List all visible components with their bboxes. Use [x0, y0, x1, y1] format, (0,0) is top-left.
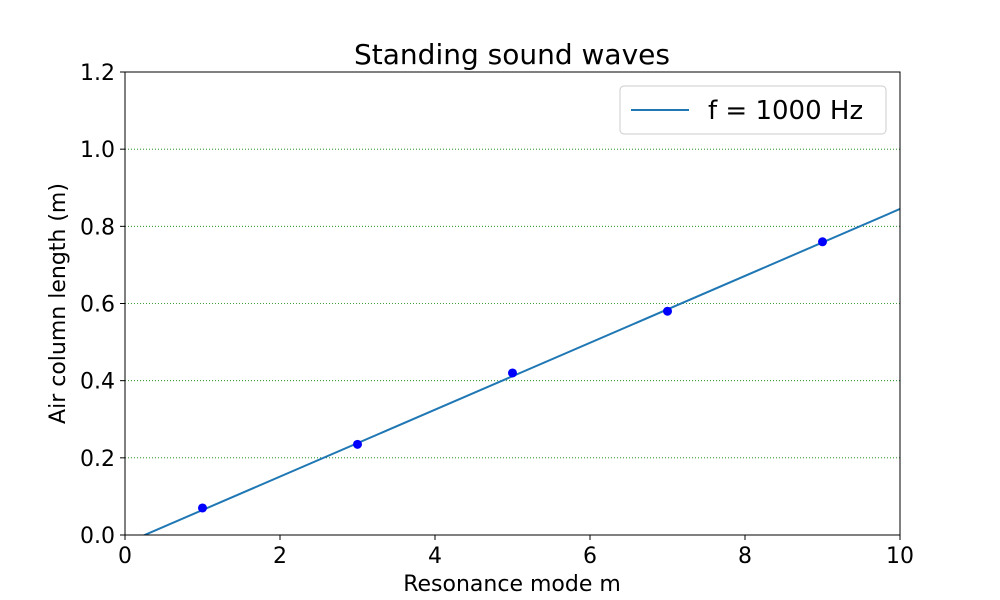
y-tick-label: 1.2: [80, 61, 115, 86]
y-tick-label: 0.2: [80, 447, 115, 472]
x-tick-label: 2: [273, 544, 287, 569]
data-point: [508, 368, 517, 378]
x-tick-label: 10: [886, 544, 914, 569]
x-tick-label: 4: [428, 544, 442, 569]
y-axis-label: Air column length (m): [46, 183, 71, 424]
data-point: [353, 439, 362, 449]
legend-label: f = 1000 Hz: [708, 96, 863, 126]
y-tick-label: 0.8: [80, 215, 115, 240]
y-axis-ticks: 0.0 0.2 0.4 0.6 0.8 1.0 1.2: [80, 61, 125, 549]
y-tick-label: 0.4: [80, 370, 115, 395]
data-point: [818, 237, 827, 247]
chart-title: Standing sound waves: [354, 38, 670, 71]
y-tick-label: 0.0: [80, 524, 115, 549]
x-tick-label: 6: [583, 544, 597, 569]
legend: f = 1000 Hz: [619, 85, 887, 135]
data-point: [198, 503, 207, 513]
x-axis-ticks: 0 2 4 6 8 10: [118, 535, 914, 569]
x-tick-label: 8: [738, 544, 752, 569]
plot-series: [142, 208, 900, 535]
grid-lines: [125, 148, 900, 459]
legend-box: [619, 85, 887, 135]
y-tick-label: 1.0: [80, 138, 115, 163]
x-axis-label: Resonance mode m: [403, 572, 621, 597]
data-point: [663, 306, 672, 316]
x-tick-label: 0: [118, 544, 132, 569]
y-tick-label: 0.6: [80, 293, 115, 318]
